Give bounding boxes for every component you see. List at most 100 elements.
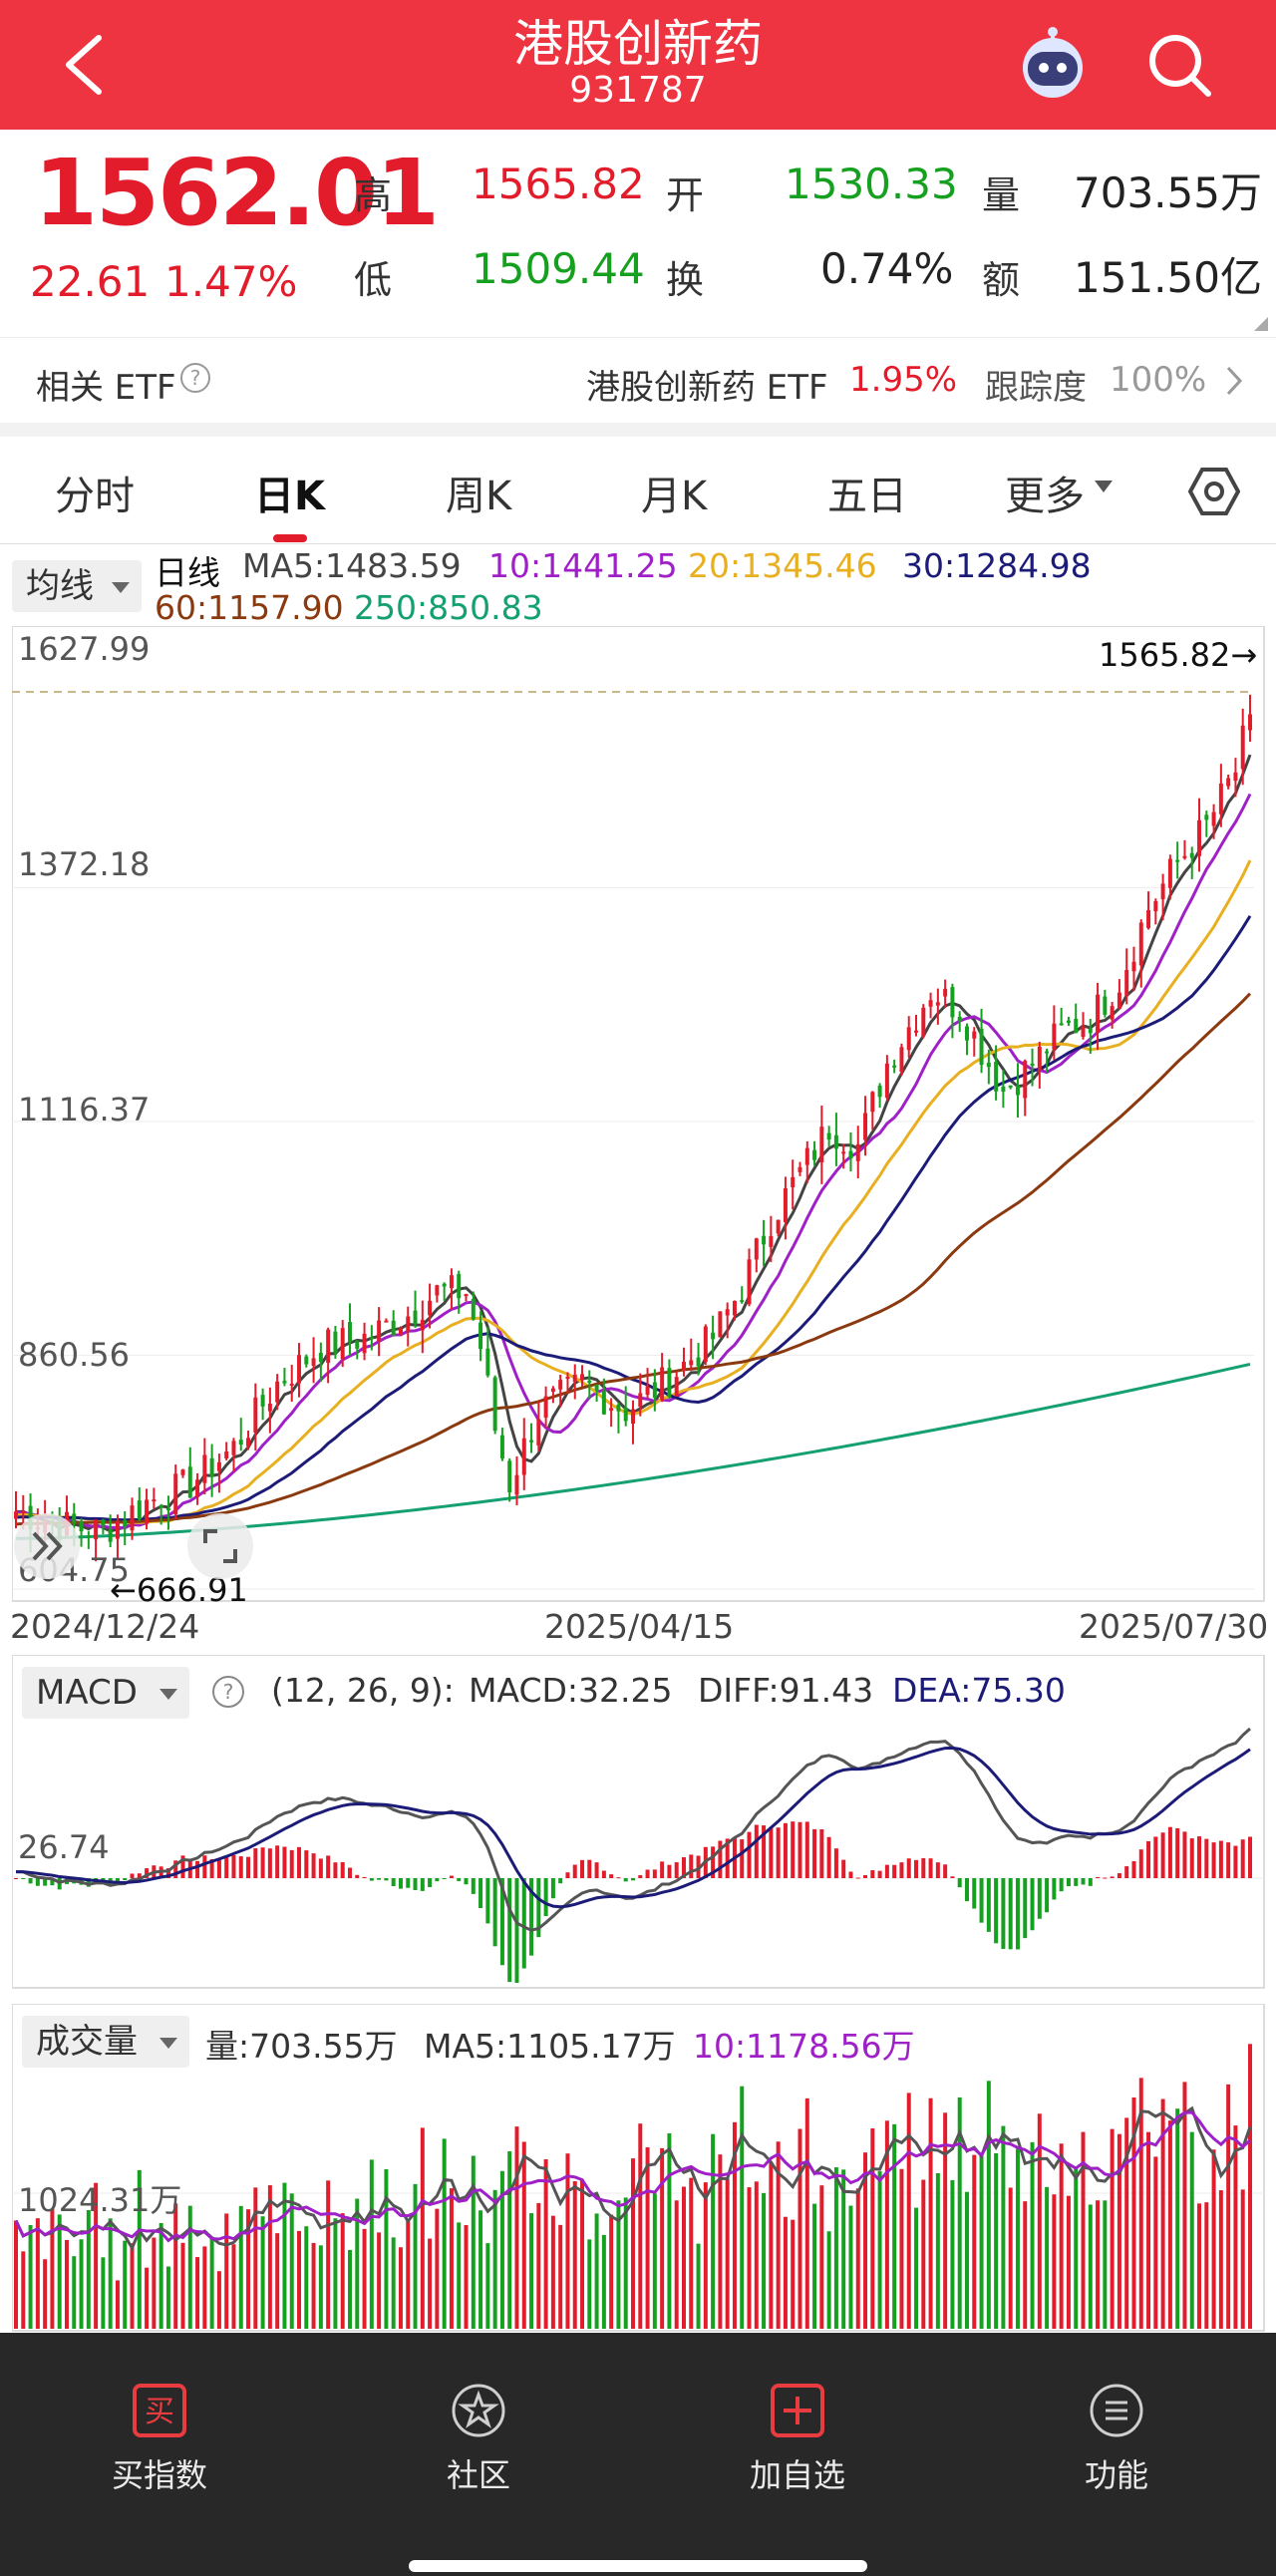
- expand-left-button[interactable]: [14, 1513, 80, 1579]
- macd-bar: [855, 1877, 860, 1879]
- candle: [406, 1316, 411, 1332]
- candle: [964, 1026, 969, 1041]
- volume-bar: [340, 2213, 345, 2329]
- macd-bar: [769, 1826, 774, 1878]
- volume-bar: [711, 2133, 716, 2329]
- volume-bar: [521, 2141, 526, 2329]
- tab-five-day[interactable]: 五日: [827, 474, 907, 519]
- macd-bar: [507, 1878, 512, 1983]
- volume-bar: [870, 2128, 875, 2329]
- macd-params: (12, 26, 9):: [271, 1671, 455, 1710]
- volume-bar: [1037, 2113, 1042, 2329]
- macd-bar: [550, 1878, 555, 1899]
- help-icon[interactable]: ?: [211, 1675, 245, 1709]
- indicator-selector[interactable]: MACD: [22, 1667, 189, 1719]
- candle: [145, 1499, 150, 1524]
- settings-icon[interactable]: [1187, 466, 1241, 517]
- macd-bar: [594, 1862, 599, 1878]
- candle: [804, 1147, 809, 1165]
- candle: [449, 1275, 454, 1289]
- candle: [972, 1031, 977, 1039]
- candle: [877, 1086, 882, 1098]
- volume-bar: [1124, 2117, 1129, 2329]
- nav-community[interactable]: 社区: [379, 2383, 578, 2496]
- expand-corner-icon[interactable]: [1254, 317, 1268, 331]
- candle: [914, 1030, 919, 1033]
- candle: [362, 1333, 367, 1354]
- macd-bar: [572, 1864, 577, 1878]
- tab-time-share[interactable]: 分时: [55, 474, 135, 519]
- volume-bar: [1240, 2189, 1245, 2329]
- macd-bar: [1167, 1826, 1172, 1878]
- macd-bar: [275, 1845, 280, 1878]
- volume-bar: [137, 2169, 142, 2329]
- chevron-right-icon[interactable]: [1224, 364, 1244, 398]
- nav-add-watchlist[interactable]: 加自选: [698, 2383, 897, 2496]
- candle: [1023, 1061, 1028, 1099]
- macd-bar: [216, 1858, 221, 1878]
- ma-selector[interactable]: 均线: [12, 560, 142, 612]
- candle: [1074, 1018, 1079, 1034]
- candle: [21, 1510, 26, 1513]
- vol-ma5-legend: MA5:1105.17万: [424, 2027, 676, 2066]
- dea-line: [15, 1746, 1251, 1909]
- volume-bar: [180, 2242, 185, 2329]
- nav-buy-index[interactable]: 买 买指数: [60, 2383, 259, 2496]
- volume-selector[interactable]: 成交量: [22, 2016, 189, 2068]
- candle: [216, 1461, 221, 1471]
- candle: [282, 1381, 287, 1384]
- macd-bar: [1110, 1876, 1115, 1878]
- candle: [957, 1017, 962, 1021]
- volume-bar: [689, 2177, 694, 2329]
- volume-bar: [50, 2208, 55, 2329]
- candle: [1218, 783, 1223, 814]
- volume-chart[interactable]: [12, 2004, 1266, 2333]
- volume-bar: [260, 2216, 265, 2329]
- candle: [1066, 1020, 1071, 1024]
- chevron-down-icon: [112, 582, 130, 593]
- volume-bar: [848, 2205, 853, 2329]
- macd-chart[interactable]: [12, 1655, 1266, 1990]
- macd-bar: [449, 1875, 454, 1878]
- volume-bar: [398, 2247, 403, 2329]
- tab-more[interactable]: 更多: [1005, 474, 1085, 519]
- macd-bar: [406, 1878, 411, 1888]
- volume-bar: [935, 2172, 940, 2329]
- tabs-divider: [0, 543, 1276, 544]
- volume-value: 703.55万: [1074, 168, 1262, 217]
- volume-bar: [187, 2205, 192, 2329]
- nav-functions[interactable]: 功能: [1017, 2383, 1216, 2496]
- macd-bar: [623, 1878, 628, 1882]
- macd-bar: [115, 1878, 120, 1882]
- volume-bar: [1023, 2201, 1028, 2329]
- back-icon[interactable]: [55, 30, 115, 100]
- candle: [377, 1320, 382, 1342]
- macd-bar: [1074, 1878, 1079, 1886]
- candle: [740, 1300, 745, 1303]
- volume-bar: [35, 2218, 40, 2329]
- tab-day-k[interactable]: 日K: [254, 474, 325, 519]
- tab-month-k[interactable]: 月K: [641, 474, 708, 519]
- fullscreen-button[interactable]: [187, 1513, 253, 1579]
- candle: [333, 1331, 338, 1354]
- macd-bar: [798, 1821, 802, 1878]
- robot-assistant-icon[interactable]: [1012, 22, 1094, 104]
- volume-bar: [660, 2147, 665, 2329]
- kline-chart[interactable]: [12, 626, 1266, 1603]
- macd-bar: [28, 1878, 33, 1884]
- related-etf-row[interactable]: 相关 ETF ? 港股创新药 ETF 1.95% 跟踪度 100%: [0, 337, 1276, 424]
- macd-bar: [826, 1836, 831, 1878]
- help-icon[interactable]: ?: [179, 362, 211, 394]
- macd-bar: [499, 1878, 504, 1966]
- volume-bar: [819, 2185, 824, 2329]
- volume-bar: [216, 2271, 221, 2329]
- search-icon[interactable]: [1144, 30, 1214, 100]
- macd-bar: [209, 1859, 214, 1878]
- macd-bar: [762, 1825, 767, 1878]
- macd-bar: [689, 1854, 694, 1878]
- candle: [1233, 772, 1238, 782]
- candle: [855, 1143, 860, 1161]
- volume-bar: [572, 2180, 577, 2329]
- candle: [543, 1396, 548, 1418]
- tab-week-k[interactable]: 周K: [446, 474, 512, 519]
